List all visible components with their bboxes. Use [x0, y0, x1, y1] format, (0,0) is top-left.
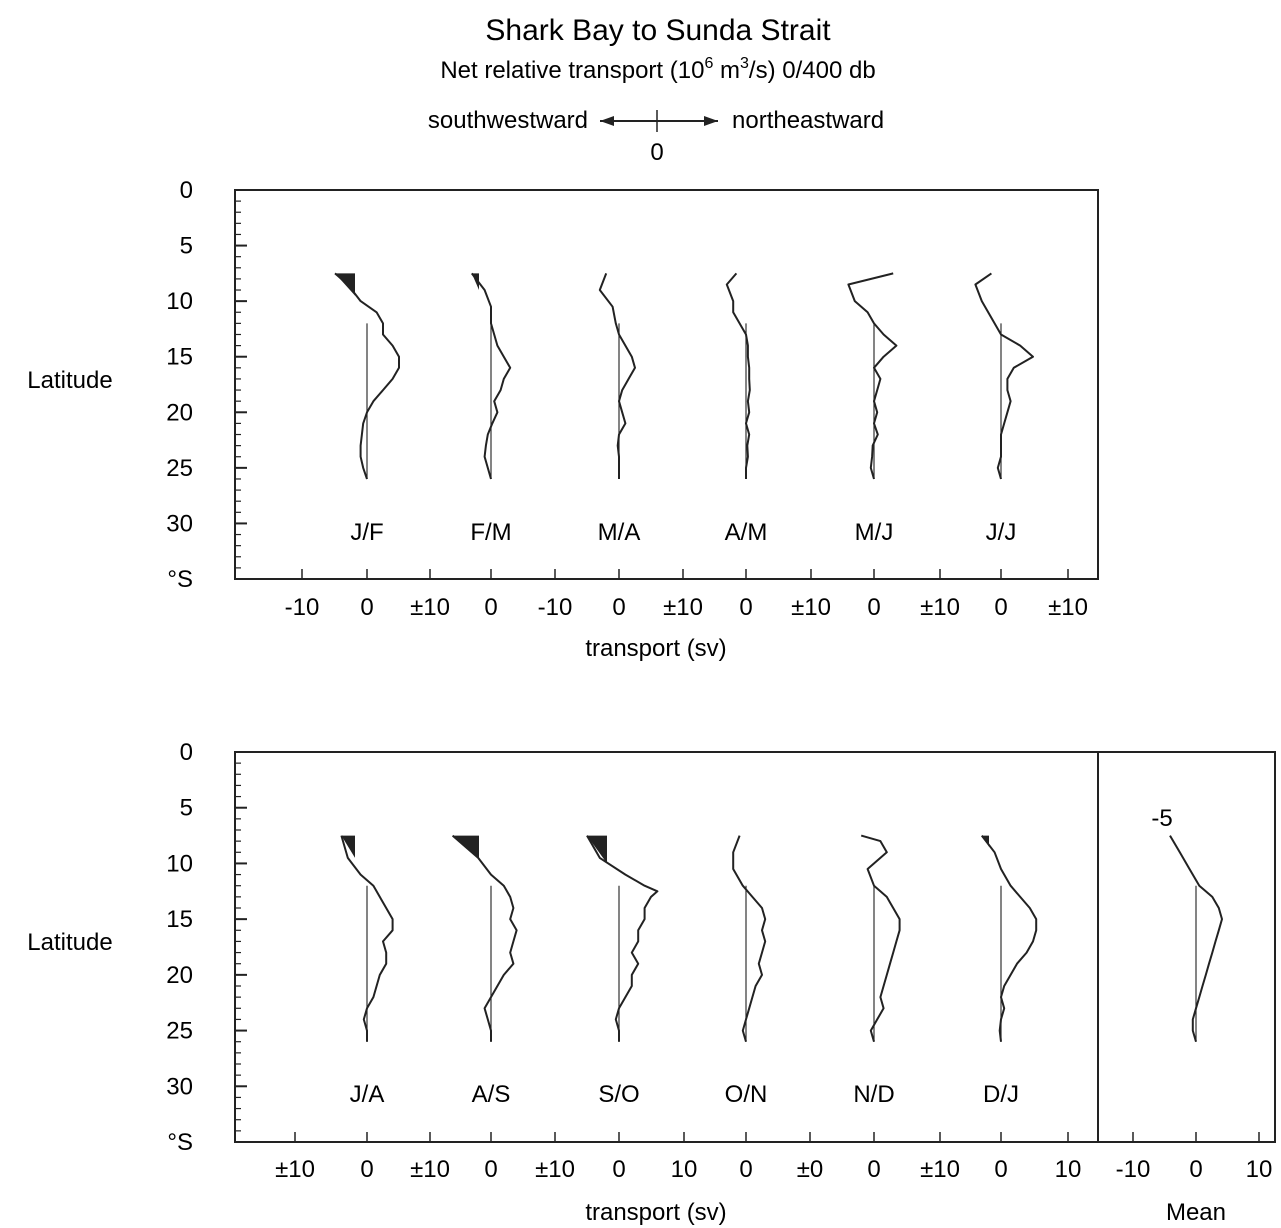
- x-tick-label: 0: [484, 594, 497, 621]
- x-tick-label: 0: [360, 594, 373, 621]
- series-line: [847, 272, 898, 480]
- southward-fill: [335, 273, 355, 296]
- x-axis-label-top: transport (sv): [585, 635, 726, 662]
- series-label: S/O: [598, 1081, 639, 1108]
- x-tick-label: ±10: [920, 1156, 960, 1183]
- y-tick-label: 20: [166, 962, 193, 989]
- y-tick-label: 30: [166, 1073, 193, 1100]
- series-label: D/J: [983, 1081, 1019, 1108]
- x-tick-label: ±10: [535, 1156, 575, 1183]
- mean-x-tick-label: 10: [1246, 1156, 1273, 1183]
- series-line: [586, 835, 659, 1042]
- x-tick-label: -10: [538, 594, 573, 621]
- x-tick-label: ±10: [275, 1156, 315, 1183]
- series-label: J/J: [986, 519, 1017, 546]
- x-tick-label: -10: [285, 594, 320, 621]
- x-tick-label: 0: [739, 594, 752, 621]
- series-line: [860, 834, 901, 1042]
- southward-fill: [471, 273, 479, 291]
- chart-subtitle: Net relative transport (106 m3/s) 0/400 …: [440, 55, 875, 84]
- southward-fill: [587, 835, 607, 864]
- y-tick-label: 0: [180, 739, 193, 766]
- y-tick-label: 15: [166, 906, 193, 933]
- series-line: [732, 835, 767, 1042]
- series-line: [598, 273, 636, 479]
- bottom-panel-frame: [234, 751, 1276, 1143]
- direction-right-label: northeastward: [732, 107, 884, 134]
- mean-x-tick-label: -10: [1116, 1156, 1151, 1183]
- x-tick-label: 0: [739, 1156, 752, 1183]
- y-tick-label: 5: [180, 795, 193, 822]
- y-tick-label: 20: [166, 399, 193, 426]
- y-tick-label: 0: [180, 177, 193, 204]
- direction-left-label: southwestward: [428, 107, 588, 134]
- direction-zero-label: 0: [650, 139, 663, 166]
- mean-series-line: [1169, 835, 1223, 1042]
- y-tick-label: 10: [166, 288, 193, 315]
- direction-arrow-left-icon: [600, 116, 614, 126]
- y-tick-label: 15: [166, 344, 193, 371]
- y-tick-label: °S: [167, 566, 193, 593]
- x-tick-label: ±10: [1048, 594, 1088, 621]
- series-line: [340, 835, 394, 1042]
- y-tick-label: °S: [167, 1129, 193, 1156]
- series-label: N/D: [853, 1081, 894, 1108]
- x-tick-label: 0: [612, 594, 625, 621]
- y-tick-label: 25: [166, 455, 193, 482]
- chart-title: Shark Bay to Sunda Strait: [485, 14, 831, 47]
- y-axis-label-bottom: Latitude: [27, 929, 112, 956]
- top-panel-frame: [234, 189, 1099, 580]
- series-label: A/M: [725, 519, 768, 546]
- y-tick-label: 30: [166, 510, 193, 537]
- series-line: [471, 272, 512, 480]
- x-tick-label: ±10: [410, 1156, 450, 1183]
- series-line: [451, 834, 518, 1042]
- southward-fill: [341, 835, 355, 858]
- series-label: J/A: [350, 1081, 385, 1108]
- x-tick-label: 0: [994, 1156, 1007, 1183]
- x-tick-label: 0: [612, 1156, 625, 1183]
- mean-annotation: -5: [1151, 805, 1172, 832]
- y-tick-label: 5: [180, 233, 193, 260]
- x-tick-label: 0: [994, 594, 1007, 621]
- series-line: [725, 272, 751, 479]
- x-axis-label-bottom: transport (sv): [585, 1199, 726, 1226]
- y-axis-label-top: Latitude: [27, 367, 112, 394]
- series-label: A/S: [472, 1081, 511, 1108]
- x-tick-label: 10: [1055, 1156, 1082, 1183]
- x-tick-label: 0: [867, 1156, 880, 1183]
- series-line: [974, 272, 1034, 480]
- series-line: [334, 272, 400, 480]
- x-tick-label: ±10: [920, 594, 960, 621]
- series-label: O/N: [725, 1081, 768, 1108]
- series-label: M/A: [598, 519, 641, 546]
- mean-panel-label: Mean: [1166, 1199, 1226, 1226]
- mean-x-tick-label: 0: [1189, 1156, 1202, 1183]
- southward-fill: [981, 835, 989, 847]
- y-tick-label: 25: [166, 1018, 193, 1045]
- direction-arrow-right-icon: [704, 116, 718, 126]
- x-tick-label: ±0: [797, 1156, 824, 1183]
- series-line: [981, 834, 1038, 1042]
- x-tick-label: 0: [360, 1156, 373, 1183]
- x-tick-label: ±10: [791, 594, 831, 621]
- x-tick-label: 0: [484, 1156, 497, 1183]
- southward-fill: [452, 835, 479, 858]
- x-tick-label: ±10: [410, 594, 450, 621]
- series-label: F/M: [470, 519, 511, 546]
- y-tick-label: 10: [166, 850, 193, 877]
- series-label: M/J: [855, 519, 894, 546]
- plot-layer: 0 5 10 15 20 25 30 °S -10 0 ±10 0 -10 0 ±10 0 ±10 0 ±10 0 ±1…: [166, 177, 1272, 1183]
- x-tick-label: 10: [671, 1156, 698, 1183]
- series-label: J/F: [350, 519, 383, 546]
- x-tick-label: 0: [867, 594, 880, 621]
- x-tick-label: ±10: [663, 594, 703, 621]
